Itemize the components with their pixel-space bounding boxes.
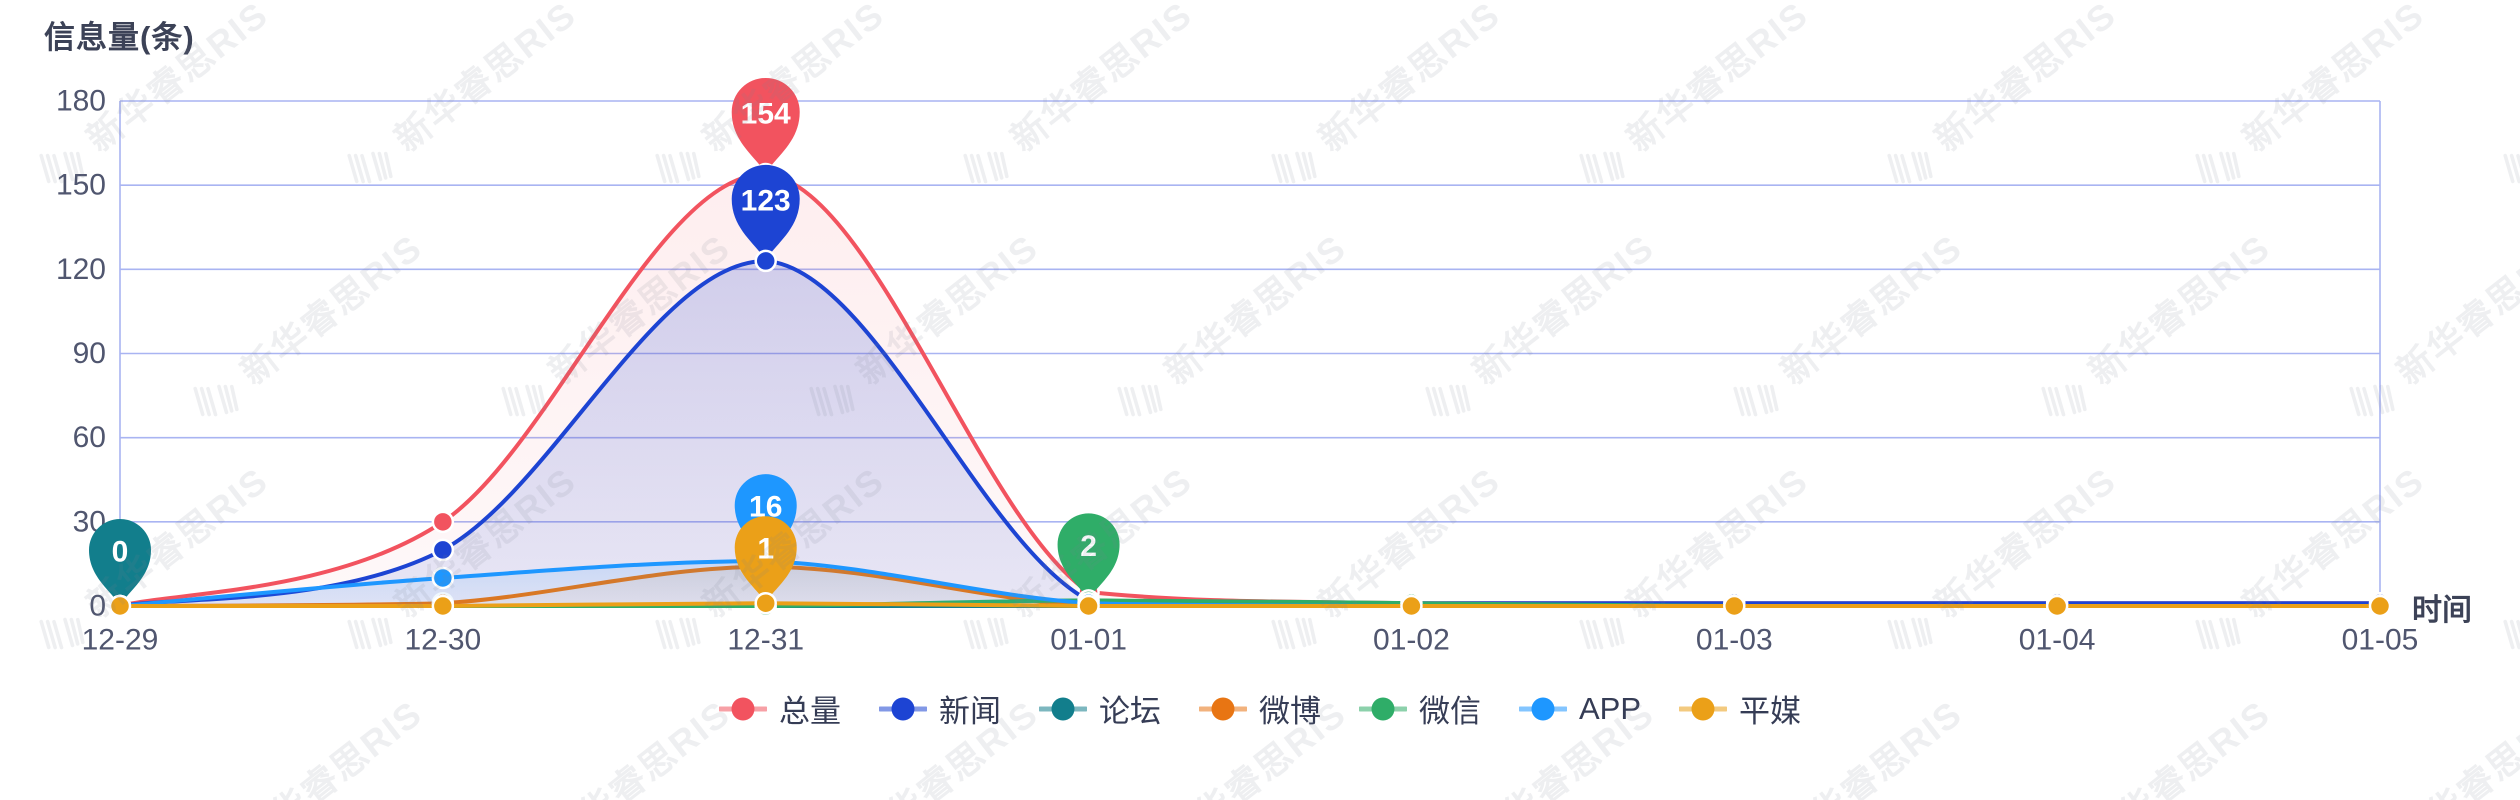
legend-item-weibo[interactable]: 微博 — [1198, 686, 1321, 731]
legend-label: 总量 — [778, 694, 841, 729]
svg-text:0: 0 — [112, 536, 129, 569]
legend-label: 微博 — [1258, 694, 1321, 729]
data-point-print — [108, 594, 132, 618]
x-tick-label: 01-03 — [1696, 624, 1773, 657]
legend-marker-forum — [1038, 697, 1087, 720]
legend-marker-print — [1679, 697, 1728, 720]
series-area-app — [120, 561, 2380, 606]
max-marker-total: 154 — [731, 77, 800, 174]
y-axis-title: 信息量(条) — [44, 20, 195, 55]
legend-label: 平媒 — [1739, 694, 1802, 729]
x-tick-label: 12-29 — [82, 624, 159, 657]
svg-text:154: 154 — [741, 97, 791, 130]
svg-text:1: 1 — [757, 533, 774, 566]
legend-marker-total — [718, 697, 767, 720]
y-tick-label: 90 — [73, 337, 106, 370]
y-tick-label: 120 — [56, 253, 106, 286]
data-point-print — [1400, 594, 1423, 618]
svg-text:123: 123 — [741, 184, 791, 217]
data-point-print — [2368, 594, 2392, 618]
data-point-print — [431, 594, 455, 618]
data-point-news — [431, 538, 455, 562]
y-tick-label: 0 — [89, 590, 106, 623]
legend-item-total[interactable]: 总量 — [718, 686, 841, 731]
legend-bar: 总量 新闻 论坛 微博 微信 APP — [0, 686, 2520, 731]
x-tick-label: 01-02 — [1373, 624, 1450, 657]
legend-label: 微信 — [1418, 694, 1481, 729]
series-area-news — [120, 260, 2380, 606]
legend-marker-weibo — [1198, 697, 1247, 720]
series-line-print — [120, 601, 2380, 609]
data-point-print — [2045, 594, 2069, 618]
legend-label: APP — [1578, 690, 1642, 726]
data-point-print — [754, 591, 777, 615]
legend-marker-wechat — [1358, 697, 1407, 720]
max-marker-forum: 0 — [89, 519, 151, 606]
legend-item-news[interactable]: 新闻 — [878, 686, 1001, 731]
y-tick-label: 60 — [73, 421, 106, 454]
legend-item-print[interactable]: 平媒 — [1679, 686, 1801, 731]
legend-marker-news — [878, 697, 927, 720]
legend-item-app[interactable]: APP — [1518, 690, 1642, 727]
legend-item-forum[interactable]: 论坛 — [1038, 686, 1161, 731]
x-tick-label: 12-30 — [404, 624, 481, 657]
x-tick-label: 01-01 — [1050, 624, 1127, 657]
y-tick-label: 180 — [56, 85, 106, 118]
x-axis-title: 时间 — [2412, 594, 2472, 627]
legend-marker-app — [1518, 697, 1567, 720]
x-tick-label: 01-04 — [2019, 624, 2096, 657]
y-tick-label: 150 — [56, 169, 106, 202]
data-point-print — [1723, 594, 1746, 618]
max-marker-wechat: 2 — [1057, 513, 1120, 601]
max-marker-print: 1 — [734, 516, 797, 604]
svg-text:2: 2 — [1080, 530, 1097, 563]
legend-item-wechat[interactable]: 微信 — [1358, 686, 1481, 731]
legend-label: 新闻 — [938, 694, 1001, 729]
x-tick-label: 12-31 — [727, 624, 804, 657]
data-point-print — [1077, 594, 1100, 618]
legend-label: 论坛 — [1098, 694, 1161, 729]
data-point-total — [431, 510, 455, 534]
data-point-news — [754, 249, 777, 273]
max-marker-news: 123 — [731, 164, 800, 261]
data-point-app — [431, 566, 455, 590]
x-tick-label: 01-05 — [2342, 624, 2419, 657]
